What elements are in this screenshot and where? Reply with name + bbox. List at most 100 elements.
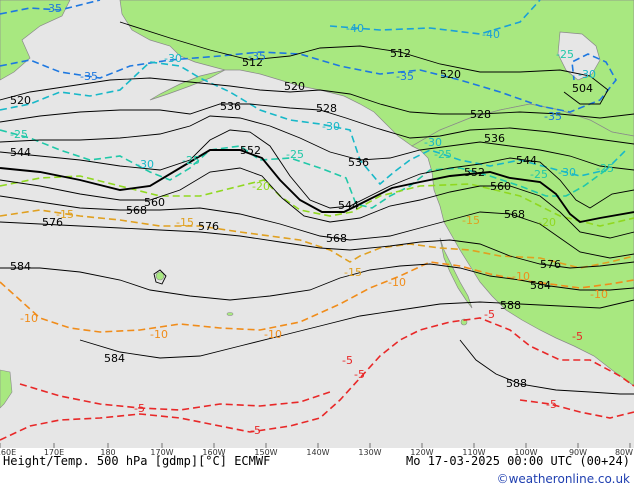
temp-label-layer: -35 -40 -40 -35 -30 -35 -35 -25 -30 -25 … [10, 2, 614, 437]
water-hudson [557, 31, 601, 81]
lon-tick-label: 120W [410, 448, 434, 457]
temp-label: -10 [512, 270, 530, 283]
temp-label: -30 [424, 136, 442, 149]
weather-map: 512 512 520 520 504 520 528 528 536 536 … [0, 0, 634, 448]
height-label: 544 [516, 154, 537, 167]
lon-tick-label: 130W [358, 448, 382, 457]
valid-time: Mo 17-03-2025 00:00 UTC (00+24) [406, 454, 630, 468]
lon-tick-label: 100W [514, 448, 538, 457]
height-label: 528 [470, 108, 491, 121]
height-label: 544 [10, 146, 31, 159]
lon-tick-label: 170E [43, 448, 65, 457]
temp-label: -35 [396, 70, 414, 83]
contour-536 [0, 115, 634, 171]
islands [0, 271, 468, 409]
contour-584-lower [79, 299, 634, 359]
temp-label: -25 [182, 154, 200, 167]
temp-label: -10 [388, 276, 406, 289]
height-label: 528 [316, 102, 337, 115]
height-label: 560 [144, 196, 165, 209]
height-label: 584 [530, 279, 551, 292]
temp-label: -15 [344, 266, 362, 279]
isotherm-m25 [0, 129, 607, 209]
isotherm-m35-north [0, 51, 617, 113]
contour-560 [0, 167, 634, 239]
lon-tick-label: 110W [462, 448, 486, 457]
contour-584 [0, 263, 634, 301]
lon-tick-label: 80W [614, 448, 634, 457]
temp-label: -30 [164, 52, 182, 65]
height-label: 560 [490, 180, 511, 193]
temp-label: -5 [342, 354, 353, 367]
credit-link[interactable]: ©weatheronline.co.uk [496, 472, 630, 486]
land-alaska-peninsula [149, 69, 226, 101]
isotherm-m10 [0, 261, 634, 333]
temp-label: -10 [150, 328, 168, 341]
isotherm-m5-lower [19, 383, 331, 411]
temp-label: -30 [136, 158, 154, 171]
lon-tick-label: 160E [0, 448, 17, 457]
height-label: 584 [104, 352, 125, 365]
height-label: 512 [390, 47, 411, 60]
height-label: 588 [506, 377, 527, 390]
temp-label: -35 [44, 2, 62, 15]
contour-544 [0, 129, 634, 209]
temp-label: -15 [56, 208, 74, 221]
height-label: 568 [504, 208, 525, 221]
temp-label: -30 [558, 166, 576, 179]
temp-label: -30 [322, 120, 340, 133]
longitude-axis: 160E 170E 180 170W 160W 150W 140W 130W 1… [0, 448, 634, 462]
temp-label: -10 [20, 312, 38, 325]
meridian-ticks [0, 443, 631, 448]
temp-label: -5 [546, 398, 557, 411]
temp-label: -40 [482, 28, 500, 41]
isotherm-m5-east [519, 399, 634, 419]
land-baja [439, 237, 473, 309]
contour-568 [0, 195, 634, 259]
temp-label: -5 [250, 424, 261, 437]
height-label: 504 [572, 82, 593, 95]
temp-label: -25 [434, 148, 452, 161]
temp-label: -10 [590, 288, 608, 301]
lon-tick-label: 90W [568, 448, 588, 457]
height-label: 544 [338, 199, 359, 212]
map-title: Height/Temp. 500 hPa [gdmp][°C] ECMWF [3, 454, 271, 468]
lon-tick-label: 160W [202, 448, 226, 457]
height-label: 584 [10, 260, 31, 273]
temp-label: -25 [530, 168, 548, 181]
temp-label: -25 [596, 162, 614, 175]
height-label: 552 [240, 144, 261, 157]
land-siberia [0, 0, 71, 81]
map-footer: Height/Temp. 500 hPa [gdmp][°C] ECMWF Mo… [0, 452, 634, 490]
temp-label: -5 [134, 402, 145, 415]
contour-588 [459, 339, 634, 395]
temp-label: -35 [80, 70, 98, 83]
contour-512 [119, 21, 609, 105]
height-label-layer: 512 512 520 520 504 520 528 528 536 536 … [10, 47, 593, 390]
height-label: 576 [198, 220, 219, 233]
contour-closed-588 [153, 269, 167, 285]
temp-label: -30 [578, 68, 596, 81]
height-label: 520 [10, 94, 31, 107]
temp-label: -20 [538, 216, 556, 229]
contour-576 [0, 221, 634, 269]
height-label: 576 [42, 216, 63, 229]
isotherm-m20 [0, 175, 634, 227]
isotherm-m35-west [0, 0, 101, 15]
temp-label: -5 [484, 308, 495, 321]
isotherm-m40 [329, 0, 541, 35]
lon-tick-label: 170W [150, 448, 174, 457]
height-label: 520 [440, 68, 461, 81]
temp-label: -25 [556, 48, 574, 61]
height-label: 536 [220, 100, 241, 113]
lon-tick-label: 150W [254, 448, 278, 457]
temp-label: -40 [346, 22, 364, 35]
temp-label: -5 [354, 368, 365, 381]
temp-label: -25 [10, 128, 28, 141]
isotherm-m15 [0, 209, 634, 269]
height-label: 520 [284, 80, 305, 93]
lon-tick-label: 180 [100, 448, 116, 457]
contour-520 [0, 77, 634, 119]
height-label: 536 [348, 156, 369, 169]
height-label: 576 [540, 258, 561, 271]
